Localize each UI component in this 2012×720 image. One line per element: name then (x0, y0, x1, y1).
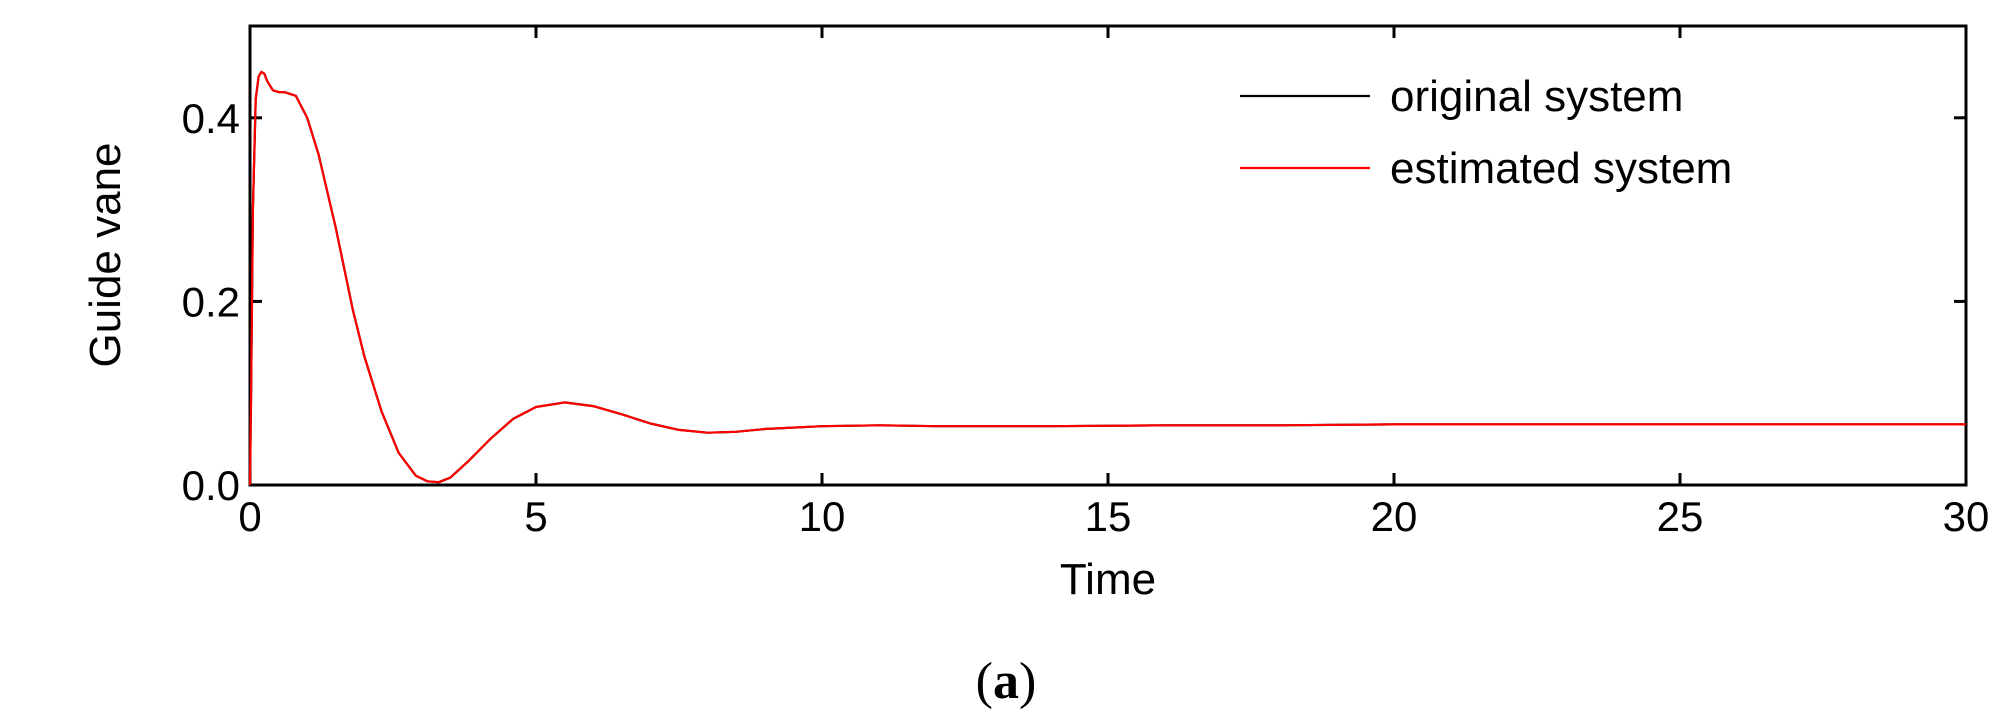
y-tick-label-1: 0.2 (182, 278, 240, 325)
x-tick-label-5: 25 (1657, 493, 1704, 540)
axis-tick-labels: 0 5 10 15 20 25 30 0.0 0.2 0.4 (182, 95, 1990, 540)
plot-series (248, 70, 1966, 486)
legend: original system estimated system (1240, 72, 1732, 193)
y-axis-title: Guide vane (81, 142, 130, 367)
plot-frame (248, 24, 1968, 487)
axis-ticks (248, 26, 1968, 487)
figure-caption: (a) (976, 653, 1037, 710)
caption-letter: a (993, 653, 1019, 710)
x-tick-label-6: 30 (1943, 493, 1990, 540)
caption-close-paren: ) (1019, 653, 1036, 710)
y-tick-label-0: 0.0 (182, 462, 240, 509)
legend-label-estimated-system: estimated system (1390, 144, 1732, 193)
x-tick-label-2: 10 (799, 493, 846, 540)
x-axis-title: Time (1060, 555, 1156, 604)
x-tick-label-4: 20 (1371, 493, 1418, 540)
x-tick-label-1: 5 (524, 493, 547, 540)
x-tick-label-0: 0 (238, 493, 261, 540)
y-tick-label-2: 0.4 (182, 95, 240, 142)
caption-open-paren: ( (976, 653, 993, 710)
series-line-estimated-system (248, 70, 1966, 486)
x-tick-label-3: 15 (1085, 493, 1132, 540)
legend-label-original-system: original system (1390, 72, 1683, 121)
